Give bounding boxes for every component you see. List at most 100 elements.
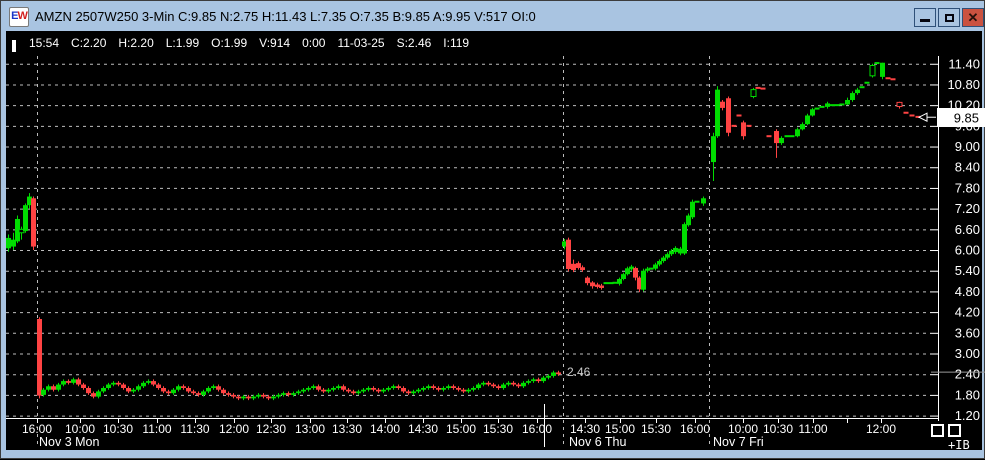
time-axis-label: 15:00 [446, 422, 476, 436]
price-axis-label: 11.40 [948, 56, 980, 71]
price-axis-label: 5.40 [955, 263, 980, 278]
candle-body [291, 393, 296, 395]
candle-body [296, 391, 301, 394]
candle-body [56, 384, 61, 390]
price-axis-label: 7.20 [955, 201, 980, 216]
price-axis-label: 1.80 [955, 387, 980, 402]
candle-body [66, 381, 71, 383]
candle-body [805, 115, 810, 125]
time-axis-label: 11:30 [180, 422, 209, 436]
candle-body [341, 386, 346, 390]
candle-body [599, 285, 604, 288]
time-axis-label: 12:30 [256, 422, 286, 436]
flat-bar [814, 107, 820, 110]
flat-bar [766, 135, 772, 138]
candle-body [711, 136, 716, 163]
candle-body [401, 387, 406, 392]
candle-body [31, 198, 36, 247]
status-token: 15:54 [29, 36, 60, 50]
candle-body [181, 386, 186, 388]
candle-body [576, 263, 581, 268]
candle-body [426, 386, 431, 388]
candle-body [501, 384, 506, 388]
time-axis-label: 10:00 [728, 422, 758, 436]
candle-body [657, 261, 662, 265]
date-label: Nov 7 Fri [713, 435, 764, 449]
flat-bar [746, 124, 752, 127]
candle-body [682, 224, 687, 254]
time-axis-label: 16:00 [680, 422, 710, 436]
price-axis-label: 6.60 [955, 222, 980, 237]
status-token: L:1.99 [165, 36, 200, 50]
minimize-button[interactable] [914, 8, 936, 27]
candle-body [76, 379, 81, 385]
time-axis-label: 13:00 [295, 422, 325, 436]
axis-tool-button-2[interactable] [948, 424, 961, 437]
candle-body [206, 387, 211, 392]
price-axis-label: 2.40 [955, 367, 980, 382]
candle-body [541, 377, 546, 382]
axis-tool-button-1[interactable] [931, 424, 944, 437]
candle-body [15, 218, 20, 242]
candle-body [486, 382, 491, 385]
price-axis-label: 4.20 [955, 305, 980, 320]
candle-body [645, 268, 650, 271]
time-axis-label: 16:00 [522, 422, 552, 436]
candle-body [266, 396, 271, 399]
time-axis-label: 15:30 [641, 422, 671, 436]
time-axis-label: 14:30 [570, 422, 600, 436]
title-bar[interactable]: EW AMZN 2507W250 3-Min C:9.85 N:2.75 H:1… [2, 2, 984, 31]
flat-bar [819, 105, 825, 108]
candle-body [301, 389, 306, 392]
flat-bar [760, 87, 766, 90]
candle-body [850, 93, 855, 100]
candle-body [121, 384, 126, 388]
time-axis-label: 14:30 [408, 422, 438, 436]
candle-body [880, 62, 885, 77]
last-price-arrow-icon [917, 112, 928, 123]
candle-body [461, 389, 466, 392]
candle-body [436, 387, 441, 390]
app-icon-letter-w: W [17, 10, 27, 22]
status-token: S:2.46 [396, 36, 432, 50]
candle-body [37, 319, 42, 396]
candle-body [336, 386, 341, 388]
candle-body [446, 386, 451, 388]
candle-body [416, 389, 421, 392]
close-icon: ✕ [967, 9, 979, 25]
candle-body [151, 381, 156, 385]
flat-bar [864, 81, 870, 84]
candle-body [585, 277, 590, 284]
candle-body [678, 248, 683, 254]
date-label: Nov 6 Thu [569, 435, 626, 449]
candle-body [580, 267, 585, 271]
candle-body [376, 389, 381, 392]
candle-body [331, 387, 336, 390]
close-button[interactable]: ✕ [962, 8, 984, 27]
candle-body [633, 267, 638, 278]
candle-body [256, 394, 261, 397]
candle-body [46, 386, 51, 390]
candle-body [441, 387, 446, 390]
candle-body [126, 387, 131, 392]
candle-body [629, 266, 634, 270]
status-token: O:1.99 [211, 36, 248, 50]
bar-indicator-icon [12, 40, 16, 52]
date-label: Nov 3 Mon [39, 435, 99, 449]
time-axis-label: 10:30 [763, 422, 793, 436]
candle-body [146, 381, 151, 383]
candle-body [456, 387, 461, 390]
candle-body [690, 201, 695, 218]
data-source-label[interactable]: +IB [948, 438, 970, 452]
maximize-icon [944, 13, 954, 22]
candle-body [281, 393, 286, 395]
candle-body [131, 389, 136, 392]
maximize-button[interactable] [938, 8, 960, 27]
flat-bar [874, 62, 880, 65]
window-title: AMZN 2507W250 3-Min C:9.85 N:2.75 H:11.4… [35, 9, 536, 24]
candle-body [431, 386, 436, 388]
candle-body [795, 129, 800, 137]
candle-body [156, 384, 161, 388]
candle-body [351, 391, 356, 394]
